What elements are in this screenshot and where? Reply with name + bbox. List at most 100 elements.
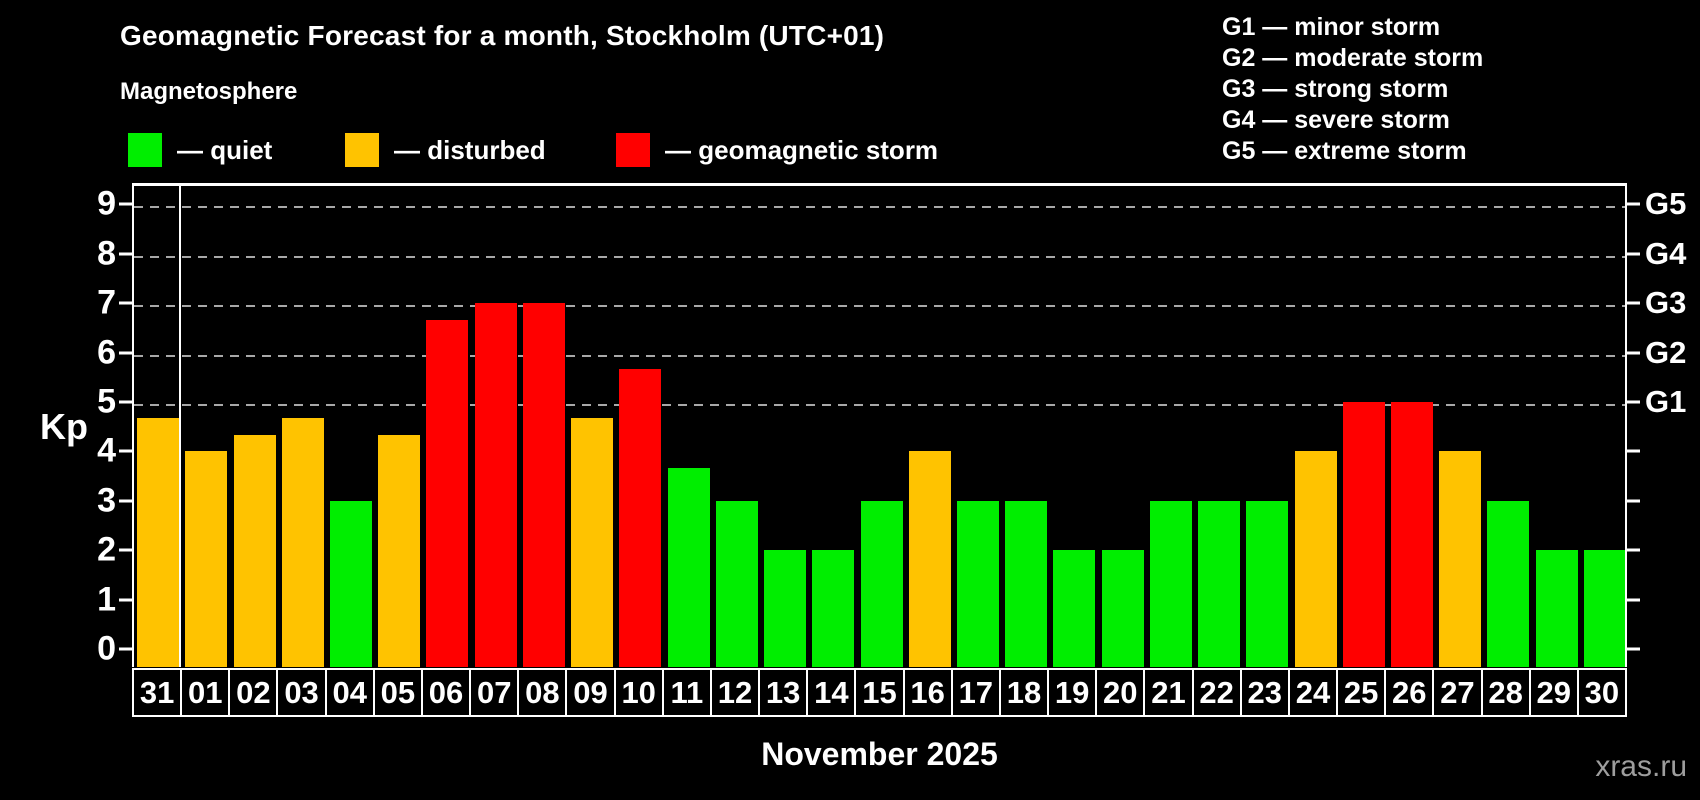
day-label-23: 23: [1241, 670, 1288, 715]
bar-day-22: [1198, 500, 1241, 667]
y-tick-label-5: 5: [97, 382, 116, 421]
plot-area: [132, 183, 1627, 667]
y-tick-label-8: 8: [97, 234, 116, 273]
right-tick-0: [1627, 647, 1640, 651]
watermark: xras.ru: [1595, 750, 1687, 783]
g-axis-label-g4: G4: [1645, 235, 1687, 271]
bar-day-10: [619, 368, 662, 667]
left-tick-2: [119, 548, 132, 552]
left-tick-3: [119, 499, 132, 503]
bar-day-20: [1101, 550, 1144, 667]
day-label-05: 05: [374, 670, 421, 715]
bar-day-02: [233, 435, 276, 667]
day-label-08: 08: [519, 670, 566, 715]
y-tick-label-2: 2: [97, 530, 116, 569]
g-scale-legend-line-g5: G5 — extreme storm: [1222, 137, 1467, 165]
bar-day-28: [1487, 500, 1530, 667]
y-tick-label-4: 4: [97, 431, 116, 470]
day-label-21: 21: [1145, 670, 1192, 715]
legend-item-disturbed: — disturbed: [345, 133, 546, 167]
legend-item-quiet: — quiet: [128, 133, 272, 167]
bar-day-09: [571, 418, 614, 667]
quiet-legend-label: — quiet: [177, 134, 273, 165]
chart-title: Geomagnetic Forecast for a month, Stockh…: [120, 20, 885, 51]
day-label-07: 07: [471, 670, 518, 715]
day-label-22: 22: [1193, 670, 1240, 715]
g-scale-legend-line-g2: G2 — moderate storm: [1222, 44, 1484, 72]
chart-subtitle: Magnetosphere: [120, 78, 298, 105]
day-label-30: 30: [1578, 670, 1625, 715]
bar-day-21: [1149, 500, 1192, 667]
right-tick-2: [1627, 548, 1640, 552]
bar-day-25: [1342, 402, 1385, 667]
y-tick-label-3: 3: [97, 481, 116, 520]
left-tick-1: [119, 598, 132, 602]
storm-color-swatch: [616, 133, 650, 167]
storm-legend-label: — geomagnetic storm: [665, 134, 939, 165]
g-scale-legend-line-g4: G4 — severe storm: [1222, 106, 1450, 134]
bar-day-17: [956, 500, 999, 667]
y-tick-label-7: 7: [97, 283, 116, 322]
x-axis-day-labels: 31 01 02 03 04 05 06 07 08 09 10 11 12 13 14 15 16 17 18 19…: [132, 668, 1627, 717]
g-axis-label-g1: G1: [1645, 384, 1687, 419]
gridline-kp-9: [134, 206, 1625, 209]
right-tick-3: [1627, 499, 1640, 503]
day-label-24: 24: [1289, 670, 1337, 715]
right-tick-5: [1627, 400, 1640, 404]
left-tick-9: [119, 202, 132, 206]
day-label-12: 12: [711, 670, 759, 715]
bar-day-06: [426, 319, 469, 667]
day-label-25: 25: [1338, 670, 1385, 715]
bar-day-14: [812, 550, 855, 667]
y-tick-label-9: 9: [97, 184, 116, 223]
bar-day-11: [667, 467, 710, 667]
bar-day-24: [1294, 451, 1337, 667]
y-axis-title: Kp: [40, 406, 88, 447]
left-tick-4: [119, 449, 132, 453]
day-label-16: 16: [904, 670, 951, 715]
month-boundary-separator: [179, 186, 182, 667]
y-tick-label-0: 0: [97, 629, 116, 668]
right-tick-9: [1627, 202, 1640, 206]
left-tick-7: [119, 301, 132, 305]
legend-item-storm: — geomagnetic storm: [616, 133, 938, 167]
bar-day-03: [281, 418, 324, 667]
g-axis-label-g5: G5: [1645, 186, 1687, 222]
bar-day-08: [522, 303, 565, 667]
bar-day-29: [1535, 550, 1578, 667]
bar-day-01: [185, 451, 228, 667]
g-scale-legend: G1 — minor storm G2 — moderate storm G3 …: [1222, 12, 1483, 167]
right-tick-7: [1627, 301, 1640, 305]
right-tick-1: [1627, 598, 1640, 602]
bar-day-18: [1005, 500, 1048, 667]
bar-day-07: [474, 303, 517, 667]
day-label-14: 14: [808, 670, 855, 715]
day-label-11: 11: [663, 670, 710, 715]
day-label-03: 03: [278, 670, 325, 715]
bar-day-16: [908, 451, 951, 667]
bar-day-23: [1246, 500, 1289, 667]
left-tick-6: [119, 351, 132, 355]
bar-day-04: [330, 500, 373, 667]
day-label-31: 31: [134, 670, 181, 715]
day-label-10: 10: [615, 670, 662, 715]
bar-day-19: [1053, 550, 1096, 667]
day-label-17: 17: [952, 670, 999, 715]
left-tick-5: [119, 400, 132, 404]
bar-day-05: [378, 435, 421, 667]
day-label-04: 04: [326, 670, 373, 715]
day-label-09: 09: [567, 670, 614, 715]
day-label-26: 26: [1386, 670, 1433, 715]
left-tick-0: [119, 647, 132, 651]
gridline-kp-6: [134, 354, 1625, 357]
bar-day-30: [1583, 550, 1625, 667]
bar-day-26: [1390, 402, 1433, 667]
day-label-15: 15: [856, 670, 903, 715]
day-label-19: 19: [1049, 670, 1096, 715]
g-axis-label-g2: G2: [1645, 334, 1687, 370]
gridline-kp-8: [134, 255, 1625, 258]
bar-day-12: [715, 500, 758, 667]
bar-day-15: [860, 500, 903, 667]
y-tick-label-1: 1: [97, 580, 116, 619]
